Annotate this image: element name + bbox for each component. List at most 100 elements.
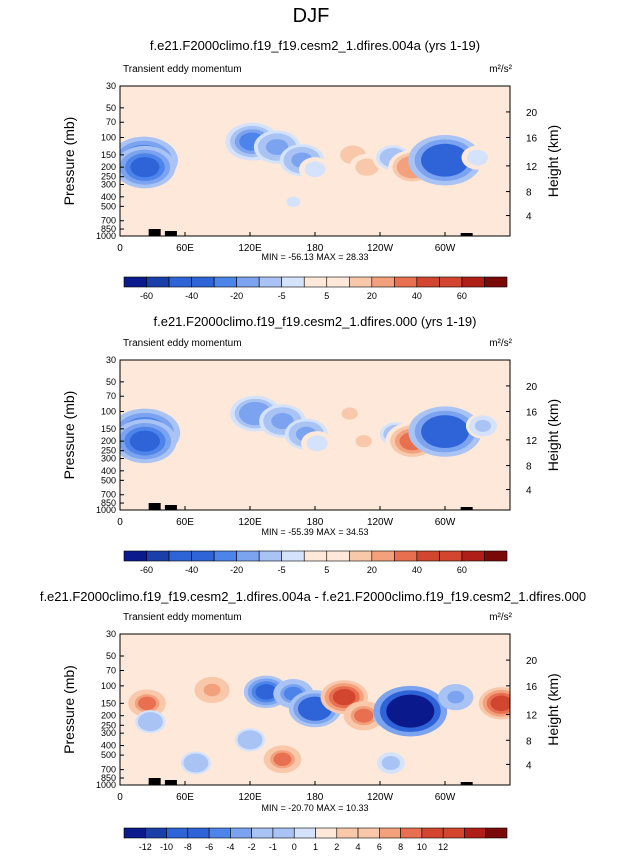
- y-tick-label: 250: [101, 172, 116, 182]
- colorbar-box: [236, 550, 260, 562]
- contour-blob-12-3: [286, 196, 301, 208]
- x-tick-label: 0: [117, 792, 123, 803]
- colorbar-label: -4: [226, 842, 234, 851]
- y-tick-label: 500: [101, 750, 116, 760]
- colorbar-box: [187, 827, 210, 839]
- x-tick-label: 120W: [367, 243, 394, 254]
- units-label: m²/s²: [489, 338, 512, 349]
- contour-blob-13-3: [232, 200, 247, 212]
- contour-blob-10-3: [447, 690, 465, 704]
- x-tick-label: 120W: [367, 792, 394, 803]
- colorbar-box: [484, 276, 508, 288]
- colorbar-box: [464, 827, 487, 839]
- contour-blob-1-3: [143, 716, 158, 728]
- colorbar-label: -5: [278, 565, 286, 575]
- colorbar-box: [281, 276, 305, 288]
- y-tick-label: 100: [101, 133, 116, 143]
- y2-tick-label: 8: [526, 462, 532, 473]
- colorbar-box: [191, 276, 215, 288]
- y-tick-label: 70: [106, 391, 116, 401]
- y2-tick-label: 4: [526, 760, 532, 771]
- contour-blob-12-3: [216, 433, 230, 445]
- contour-blob-1-3: [129, 430, 161, 452]
- colorbar-label: -20: [230, 565, 243, 575]
- y-axis-label: Pressure (mb): [61, 117, 77, 206]
- y2-tick-label: 4: [526, 486, 532, 497]
- colorbar-label: 8: [398, 842, 403, 851]
- min-max-stats: MIN = -55.39 MAX = 34.53: [261, 527, 368, 537]
- x-tick-label: 0: [117, 517, 123, 528]
- contour-blob-5-3: [307, 163, 323, 176]
- colorbar-box: [258, 550, 283, 562]
- y2-tick-label: 12: [526, 162, 538, 173]
- y-tick-label: 250: [101, 720, 116, 730]
- y-tick-label: 700: [101, 216, 116, 226]
- topography-mark: [148, 778, 161, 785]
- colorbar-box: [258, 276, 283, 288]
- y2-axis-label: Height (km): [545, 673, 561, 745]
- colorbar-label: 12: [438, 842, 448, 851]
- min-max-stats: MIN = -20.70 MAX = 10.33: [261, 803, 368, 813]
- topography-mark: [164, 231, 177, 236]
- colorbar-label: 6: [377, 842, 382, 851]
- topography-mark: [460, 233, 473, 236]
- colorbar-box: [272, 827, 295, 839]
- colorbar-box: [484, 550, 508, 562]
- x-tick-label: 120W: [367, 517, 394, 528]
- colorbar-box: [442, 827, 465, 839]
- colorbar-box: [146, 276, 170, 288]
- colorbar-label: 40: [412, 291, 422, 301]
- topography-mark: [148, 503, 161, 510]
- colorbar-label: -20: [230, 291, 243, 301]
- colorbar-box: [348, 550, 373, 562]
- contour-field: [120, 122, 494, 218]
- y-axis-label: Pressure (mb): [61, 391, 77, 480]
- y-tick-label: 50: [106, 651, 116, 661]
- colorbar-box: [213, 276, 237, 288]
- y2-tick-label: 20: [526, 656, 538, 667]
- contour-blob-6-3: [341, 407, 358, 420]
- contour-blob-1-3: [130, 156, 160, 178]
- colorbar-box: [293, 827, 316, 839]
- colorbar-box: [371, 550, 395, 562]
- y2-axis-label: Height (km): [545, 125, 561, 197]
- y-tick-label: 500: [101, 475, 116, 485]
- contour-blob-0-3: [138, 696, 157, 710]
- y-tick-label: 150: [101, 698, 116, 708]
- colorbar-label: 0: [292, 842, 297, 851]
- colorbar-box: [371, 276, 395, 288]
- x-tick-label: 0: [117, 243, 123, 254]
- y2-tick-label: 16: [526, 134, 538, 145]
- y-tick-label: 200: [101, 436, 116, 446]
- colorbar-box: [461, 550, 485, 562]
- colorbar-label: -40: [185, 565, 198, 575]
- colorbar-box: [439, 550, 463, 562]
- contour-blob-11-3: [474, 419, 492, 432]
- variable-label: Transient eddy momentum: [123, 612, 242, 623]
- colorbar-label: 2: [334, 842, 339, 851]
- y2-tick-label: 12: [526, 710, 538, 721]
- colorbar-label: -60: [140, 565, 153, 575]
- x-tick-label: 120E: [238, 243, 262, 254]
- colorbar-box: [379, 827, 401, 839]
- contour-blob-7-3: [358, 160, 376, 174]
- colorbar-box: [336, 827, 359, 839]
- variable-label: Transient eddy momentum: [123, 64, 242, 75]
- chart-title: f.e21.F2000climo.f19_f19.cesm2_1.dfires.…: [153, 314, 476, 329]
- contour-blob-7-3: [354, 708, 374, 723]
- y-axis-label: Pressure (mb): [61, 665, 77, 754]
- colorbar-box: [168, 550, 192, 562]
- y-tick-label: 1000: [96, 505, 116, 515]
- colorbar-box: [251, 827, 274, 839]
- colorbar-label: -5: [278, 291, 286, 301]
- contour-blob-3-3: [255, 684, 278, 700]
- y-tick-label: 850: [101, 224, 116, 234]
- colorbar-label: -1: [269, 842, 277, 851]
- colorbar-label: -2: [248, 842, 256, 851]
- chart-panel-top: f.e21.F2000climo.f19_f19.cesm2_1.dfires.…: [61, 38, 561, 301]
- colorbar-box: [168, 276, 192, 288]
- y-tick-label: 400: [101, 466, 116, 476]
- contour-blob-12-3: [273, 752, 292, 766]
- y2-tick-label: 16: [526, 408, 538, 419]
- y-tick-label: 30: [106, 355, 116, 365]
